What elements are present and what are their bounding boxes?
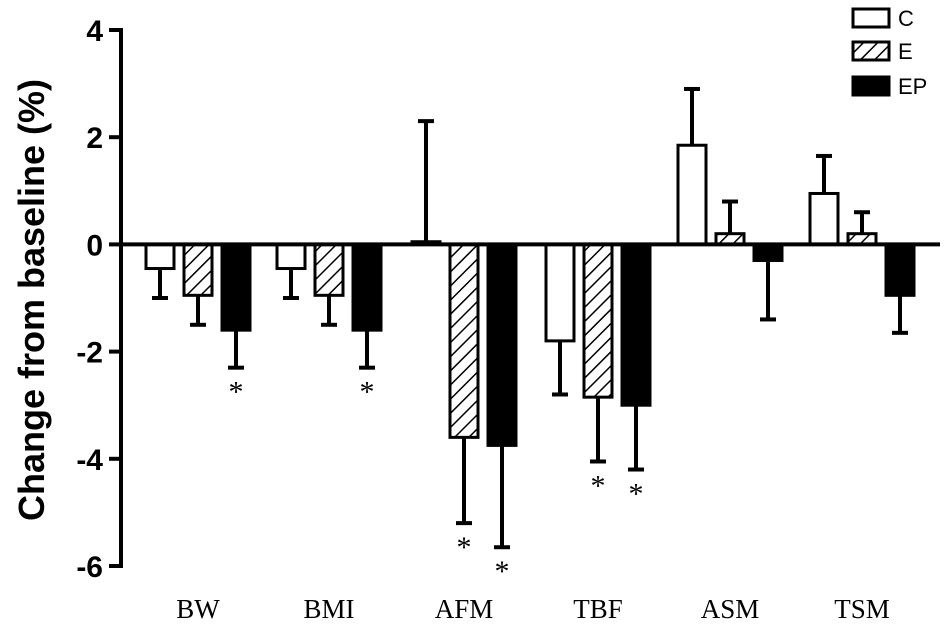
- legend-label: C: [898, 6, 914, 31]
- significance-marker: *: [229, 376, 244, 409]
- significance-marker: *: [457, 531, 472, 564]
- legend-label: E: [898, 39, 913, 64]
- y-tick-label: 4: [86, 15, 103, 48]
- bar-tsm-ep: [884, 242, 916, 297]
- y-axis-title: Change from baseline (%): [11, 79, 52, 521]
- x-axis-labels: BW BMI AFM TBF ASM TSM: [176, 594, 890, 624]
- bar-tbf-e: [582, 242, 614, 399]
- category-label: BW: [176, 594, 220, 624]
- bar-bw-e: [182, 242, 214, 297]
- bar-bmi-c: [275, 242, 307, 271]
- y-axis: 4 2 0 -2 -4 -6: [76, 15, 123, 584]
- y-tick-label: 0: [86, 229, 103, 262]
- legend-swatch-ep: [851, 75, 891, 97]
- legend-label: EP: [898, 74, 927, 99]
- category-label: BMI: [303, 594, 354, 624]
- bar-bw-ep: [220, 242, 252, 332]
- legend-swatch-c: [851, 7, 891, 29]
- bar-bmi-e: [313, 242, 345, 297]
- y-tick-label: -6: [76, 551, 103, 584]
- bars: * * * * * *: [144, 86, 916, 588]
- bar-asm-ep: [752, 242, 784, 262]
- bar-bmi-ep: [351, 242, 383, 332]
- significance-marker: *: [360, 376, 375, 409]
- legend: CE EP: [851, 6, 927, 99]
- bar-tbf-ep: [620, 242, 652, 407]
- bar-tsm-c: [808, 191, 840, 246]
- y-tick-label: -4: [76, 444, 103, 477]
- bar-afm-e: [448, 242, 480, 439]
- significance-marker: *: [495, 555, 510, 588]
- category-label: AFM: [435, 594, 494, 624]
- bar-tbf-c: [544, 242, 576, 343]
- y-tick-label: -2: [76, 337, 103, 370]
- category-label: ASM: [701, 594, 760, 624]
- bar-bw-c: [144, 242, 176, 271]
- significance-marker: *: [591, 469, 606, 502]
- bar-afm-ep: [486, 242, 518, 447]
- bar-asm-c: [676, 143, 708, 246]
- category-label: TSM: [834, 594, 890, 624]
- legend-swatch-e: [851, 40, 891, 62]
- significance-marker: *: [629, 478, 644, 511]
- y-tick-label: 2: [86, 122, 103, 155]
- category-label: TBF: [573, 594, 623, 624]
